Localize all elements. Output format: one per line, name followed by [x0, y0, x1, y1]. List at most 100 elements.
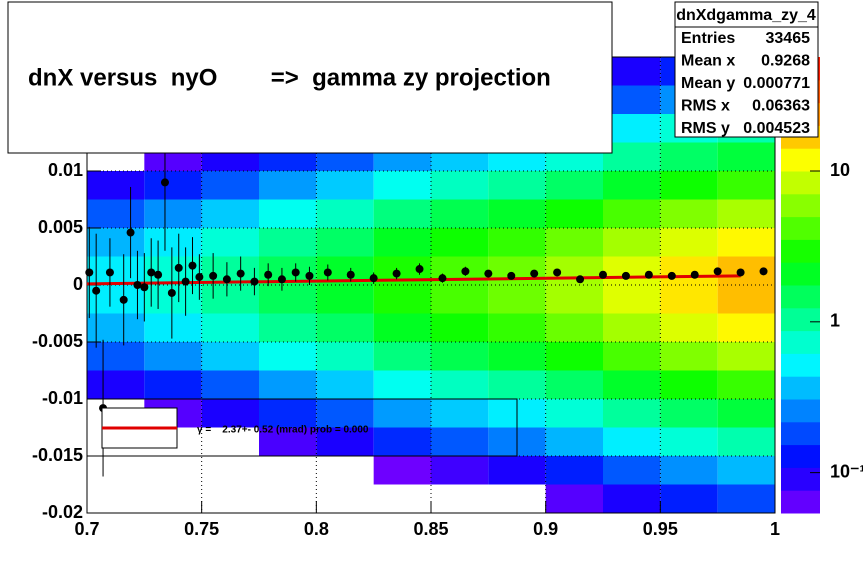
heatmap-cell — [545, 456, 603, 485]
heatmap-cell — [259, 370, 317, 399]
profile-point — [415, 265, 424, 274]
heatmap-cell — [603, 142, 661, 171]
heatmap-cell — [201, 285, 259, 314]
heatmap-cell — [660, 342, 718, 371]
heatmap-cell — [603, 228, 661, 257]
heatmap-cell — [660, 484, 718, 513]
heatmap-cell — [545, 427, 603, 456]
profile-point — [264, 270, 273, 279]
heatmap-cell — [545, 399, 603, 428]
y-tick-label: 0 — [73, 274, 83, 294]
stats-title: dnXdgamma_zy_4 — [676, 7, 816, 24]
stats-value: 0.000771 — [743, 75, 810, 92]
profile-point — [133, 281, 142, 289]
heatmap-cell — [431, 427, 489, 456]
profile-point — [599, 270, 607, 279]
heatmap-cell — [373, 313, 431, 342]
palette-band — [781, 262, 820, 286]
heatmap-cell — [316, 313, 374, 342]
heatmap-cell — [603, 399, 661, 428]
profile-point — [621, 271, 630, 280]
heatmap-cell — [603, 114, 661, 143]
profile-point — [305, 271, 314, 280]
stats-label: Mean y — [681, 75, 735, 92]
x-tick-label: 0.7 — [74, 519, 99, 539]
heatmap-cell — [717, 285, 775, 314]
heatmap-cell — [201, 313, 259, 342]
profile-point — [576, 275, 585, 284]
heatmap-cell — [87, 199, 145, 228]
heatmap-cell — [431, 342, 489, 371]
heatmap-cell — [603, 85, 661, 114]
stats-label: RMS x — [681, 98, 730, 115]
fit-line — [86, 274, 741, 286]
heatmap-cell — [259, 313, 317, 342]
profile-point — [690, 270, 699, 279]
profile-point — [392, 269, 401, 278]
x-tick-label: 0.85 — [413, 519, 448, 539]
title-box — [7, 1, 613, 154]
heatmap-cell — [603, 456, 661, 485]
heatmap-cell — [87, 342, 145, 371]
heatmap-cell — [488, 456, 546, 485]
profile-point — [291, 268, 300, 277]
stats-value: 33465 — [766, 30, 811, 47]
heatmap-cell — [87, 370, 145, 399]
heatmap-cell — [431, 228, 489, 257]
heatmap-cell — [660, 399, 718, 428]
palette-band — [781, 444, 820, 468]
heatmap-cell — [431, 313, 489, 342]
heatmap-cell — [717, 456, 775, 485]
profile-point — [105, 268, 114, 277]
heatmap-cell — [144, 199, 202, 228]
stats-box — [674, 1, 819, 138]
heatmap-cell — [545, 484, 603, 513]
heatmap-cell — [717, 313, 775, 342]
profile-point — [92, 286, 101, 295]
heatmap-cell — [603, 484, 661, 513]
stats-label: Entries — [681, 30, 735, 47]
palette-band — [781, 239, 820, 263]
heatmap-cell — [87, 171, 145, 200]
profile-point — [119, 295, 128, 304]
profile-point — [277, 275, 286, 284]
heatmap-cell — [373, 342, 431, 371]
profile-point — [484, 269, 493, 278]
heatmap-cell — [717, 199, 775, 228]
y-tick-label: -0.015 — [32, 445, 83, 465]
x-tick-label: 0.9 — [533, 519, 558, 539]
heatmap-cell — [316, 228, 374, 257]
heatmap-cell — [373, 427, 431, 456]
profile-point — [195, 273, 204, 282]
heatmap-cell — [201, 228, 259, 257]
stats-value: 0.9268 — [761, 53, 810, 70]
heatmap-cell — [431, 399, 489, 428]
heatmap-cell — [603, 256, 661, 285]
heatmap-cell — [87, 256, 145, 285]
heatmap-cell — [373, 370, 431, 399]
palette-band — [781, 490, 820, 514]
profile-point — [222, 275, 231, 284]
profile-point — [713, 267, 722, 276]
heatmap-cell — [660, 285, 718, 314]
heatmap-cell — [259, 427, 317, 456]
profile-point — [759, 267, 768, 276]
z-tick-label: 1 — [830, 311, 840, 331]
heatmap-cell — [144, 228, 202, 257]
y-tick-label: -0.01 — [42, 388, 83, 408]
palette-band — [781, 376, 820, 400]
heatmap-cell — [144, 171, 202, 200]
heatmap-cell — [316, 342, 374, 371]
stats-value: 0.004523 — [743, 120, 810, 137]
profile-point — [250, 277, 259, 286]
palette-band — [781, 399, 820, 423]
heatmap-cell — [660, 456, 718, 485]
heatmap-cell — [603, 57, 661, 86]
stats-label: Mean x — [681, 53, 735, 70]
heatmap-cell — [603, 427, 661, 456]
heatmap-cell — [316, 285, 374, 314]
y-tick-label: 0.01 — [48, 160, 83, 180]
heatmap-cell — [316, 427, 374, 456]
heatmap-cell — [545, 313, 603, 342]
heatmap-cell — [488, 199, 546, 228]
